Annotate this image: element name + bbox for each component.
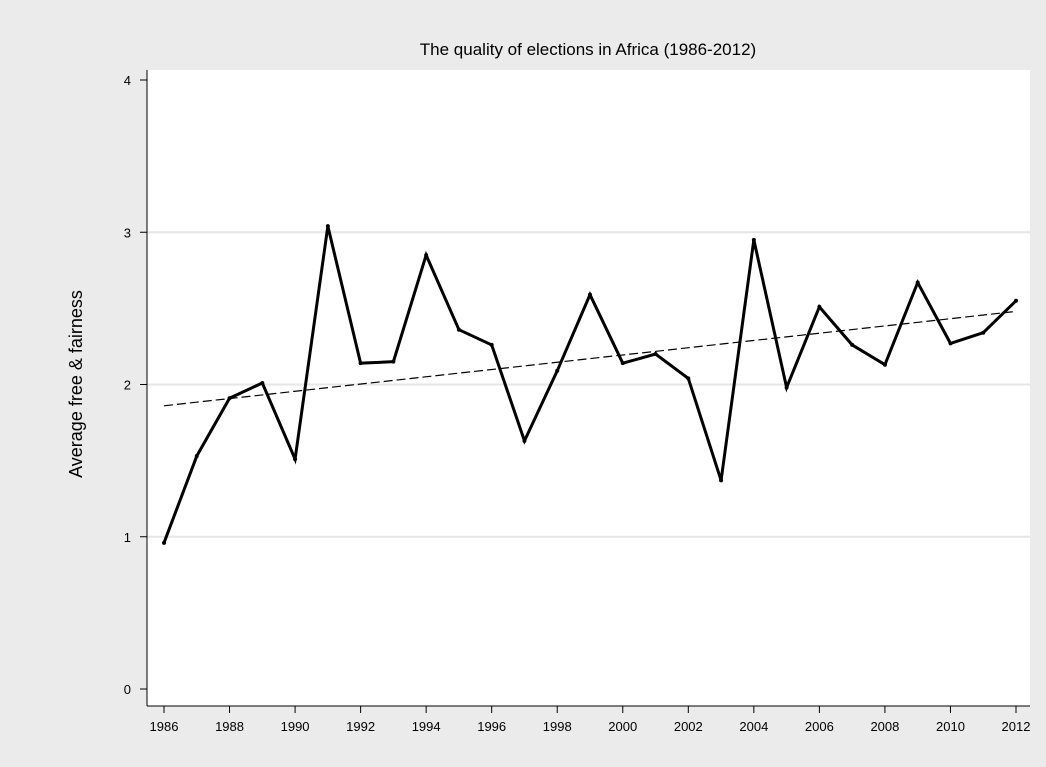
data-point bbox=[719, 478, 724, 483]
x-tick-label: 1992 bbox=[346, 719, 375, 734]
data-point bbox=[1014, 298, 1018, 303]
data-point bbox=[686, 376, 691, 381]
x-tick-label: 2010 bbox=[936, 719, 965, 734]
data-point bbox=[850, 342, 855, 347]
data-point bbox=[915, 280, 920, 285]
grid bbox=[147, 231, 1030, 538]
y-tick-label: 2 bbox=[124, 378, 131, 393]
data-point bbox=[751, 237, 756, 242]
data-point bbox=[489, 342, 494, 347]
data-point bbox=[194, 454, 199, 459]
data-point bbox=[555, 368, 560, 373]
data-point bbox=[948, 341, 953, 346]
data-point bbox=[424, 253, 429, 258]
axes: 0 1 2 3 4 1986 1988 1990 1992 1994 1996 1998 2000 200… bbox=[124, 70, 1031, 734]
y-axis-label: Average free & fairness bbox=[66, 290, 86, 478]
data-point bbox=[260, 380, 265, 385]
x-tick-label: 1994 bbox=[412, 719, 441, 734]
x-tick-label: 2004 bbox=[739, 719, 768, 734]
data-point bbox=[293, 457, 298, 462]
x-tick-label: 2006 bbox=[805, 719, 834, 734]
plot-area bbox=[147, 70, 1030, 706]
chart-title: The quality of elections in Africa (1986… bbox=[420, 40, 756, 59]
data-point bbox=[522, 438, 527, 443]
x-tick-label: 1986 bbox=[150, 719, 179, 734]
y-tick-label: 3 bbox=[124, 225, 131, 240]
x-tick-label: 1998 bbox=[543, 719, 572, 734]
data-point bbox=[358, 361, 363, 366]
x-tick-label: 1996 bbox=[477, 719, 506, 734]
y-tick-label: 1 bbox=[124, 530, 131, 545]
data-point bbox=[784, 385, 789, 390]
data-point bbox=[227, 396, 232, 401]
data-point bbox=[162, 540, 166, 545]
data-point bbox=[981, 330, 986, 335]
x-tick-label: 2012 bbox=[1002, 719, 1031, 734]
x-tick-label: 2008 bbox=[870, 719, 899, 734]
x-tick-label: 1990 bbox=[281, 719, 310, 734]
data-point bbox=[325, 224, 330, 229]
x-tick-label: 2000 bbox=[608, 719, 637, 734]
data-point bbox=[817, 304, 822, 309]
data-point bbox=[588, 292, 592, 297]
y-tick-label: 0 bbox=[124, 682, 131, 697]
y-tick-label: 4 bbox=[124, 73, 131, 88]
x-tick-label: 1988 bbox=[215, 719, 244, 734]
data-point bbox=[456, 327, 461, 332]
data-point bbox=[620, 361, 625, 366]
series-layer bbox=[162, 224, 1018, 545]
x-tick-label: 2002 bbox=[674, 719, 703, 734]
data-point bbox=[391, 359, 396, 364]
data-point bbox=[653, 352, 658, 357]
data-point bbox=[882, 362, 887, 367]
